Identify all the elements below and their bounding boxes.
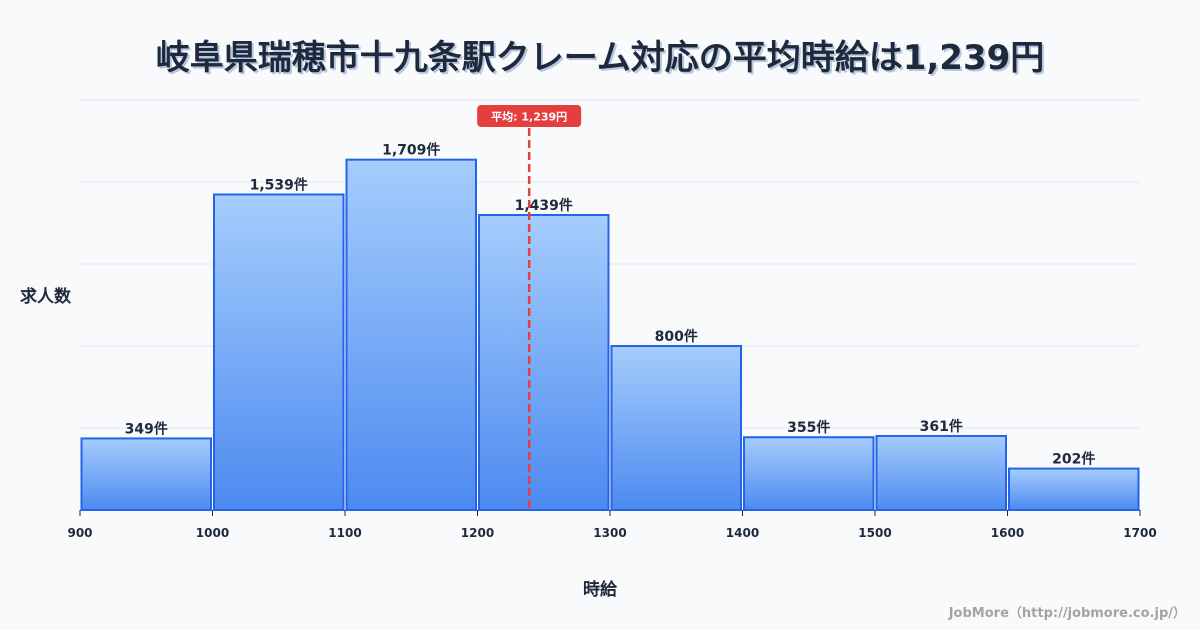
x-axis-ticks: 900 1000 1100 1200 1300 1400 1500 1600 1700 <box>67 510 1157 540</box>
bar-value-label: 1,709件 <box>382 142 440 159</box>
x-tick-label: 1500 <box>858 526 891 540</box>
histogram-bar <box>478 214 610 511</box>
bar-value-label: 349件 <box>125 420 168 437</box>
histogram-bar <box>875 434 1007 511</box>
bar-value-label: 1,539件 <box>250 177 308 194</box>
x-tick-label: 1100 <box>328 526 361 540</box>
chart-title: 岐阜県瑞穂市十九条駅クレーム対応の平均時給は1,239円 <box>155 38 1045 78</box>
x-tick-label: 1400 <box>726 526 759 540</box>
histogram-bar <box>213 193 345 511</box>
histogram-bar <box>1008 467 1140 511</box>
x-tick-label: 1600 <box>991 526 1024 540</box>
x-axis-label: 時給 <box>583 580 617 600</box>
average-label: 平均: 1,239円 <box>491 110 567 124</box>
y-axis-label: 求人数 <box>20 287 71 307</box>
histogram-bar <box>80 437 212 511</box>
bar-value-label: 202件 <box>1052 451 1095 468</box>
source-credit: JobMore（http://jobmore.co.jp/） <box>948 606 1186 621</box>
x-tick-label: 900 <box>67 526 92 540</box>
average-marker: 平均: 1,239円 <box>477 105 582 510</box>
x-tick-label: 1200 <box>461 526 494 540</box>
bar-value-label: 361件 <box>920 418 963 435</box>
bars: 349件 1,539件 1,709件 1,439件 800件 355件 361件 202件 <box>80 142 1140 512</box>
average-badge <box>477 105 582 127</box>
x-tick-label: 1000 <box>196 526 229 540</box>
x-tick-label: 1300 <box>593 526 626 540</box>
bar-value-label: 355件 <box>787 419 830 436</box>
histogram-bar <box>345 158 477 511</box>
bar-value-label: 800件 <box>655 328 698 345</box>
x-tick-label: 1700 <box>1123 526 1156 540</box>
histogram-bar <box>610 345 742 511</box>
bar-value-label: 1,439件 <box>515 197 573 214</box>
histogram-bar <box>743 436 875 512</box>
